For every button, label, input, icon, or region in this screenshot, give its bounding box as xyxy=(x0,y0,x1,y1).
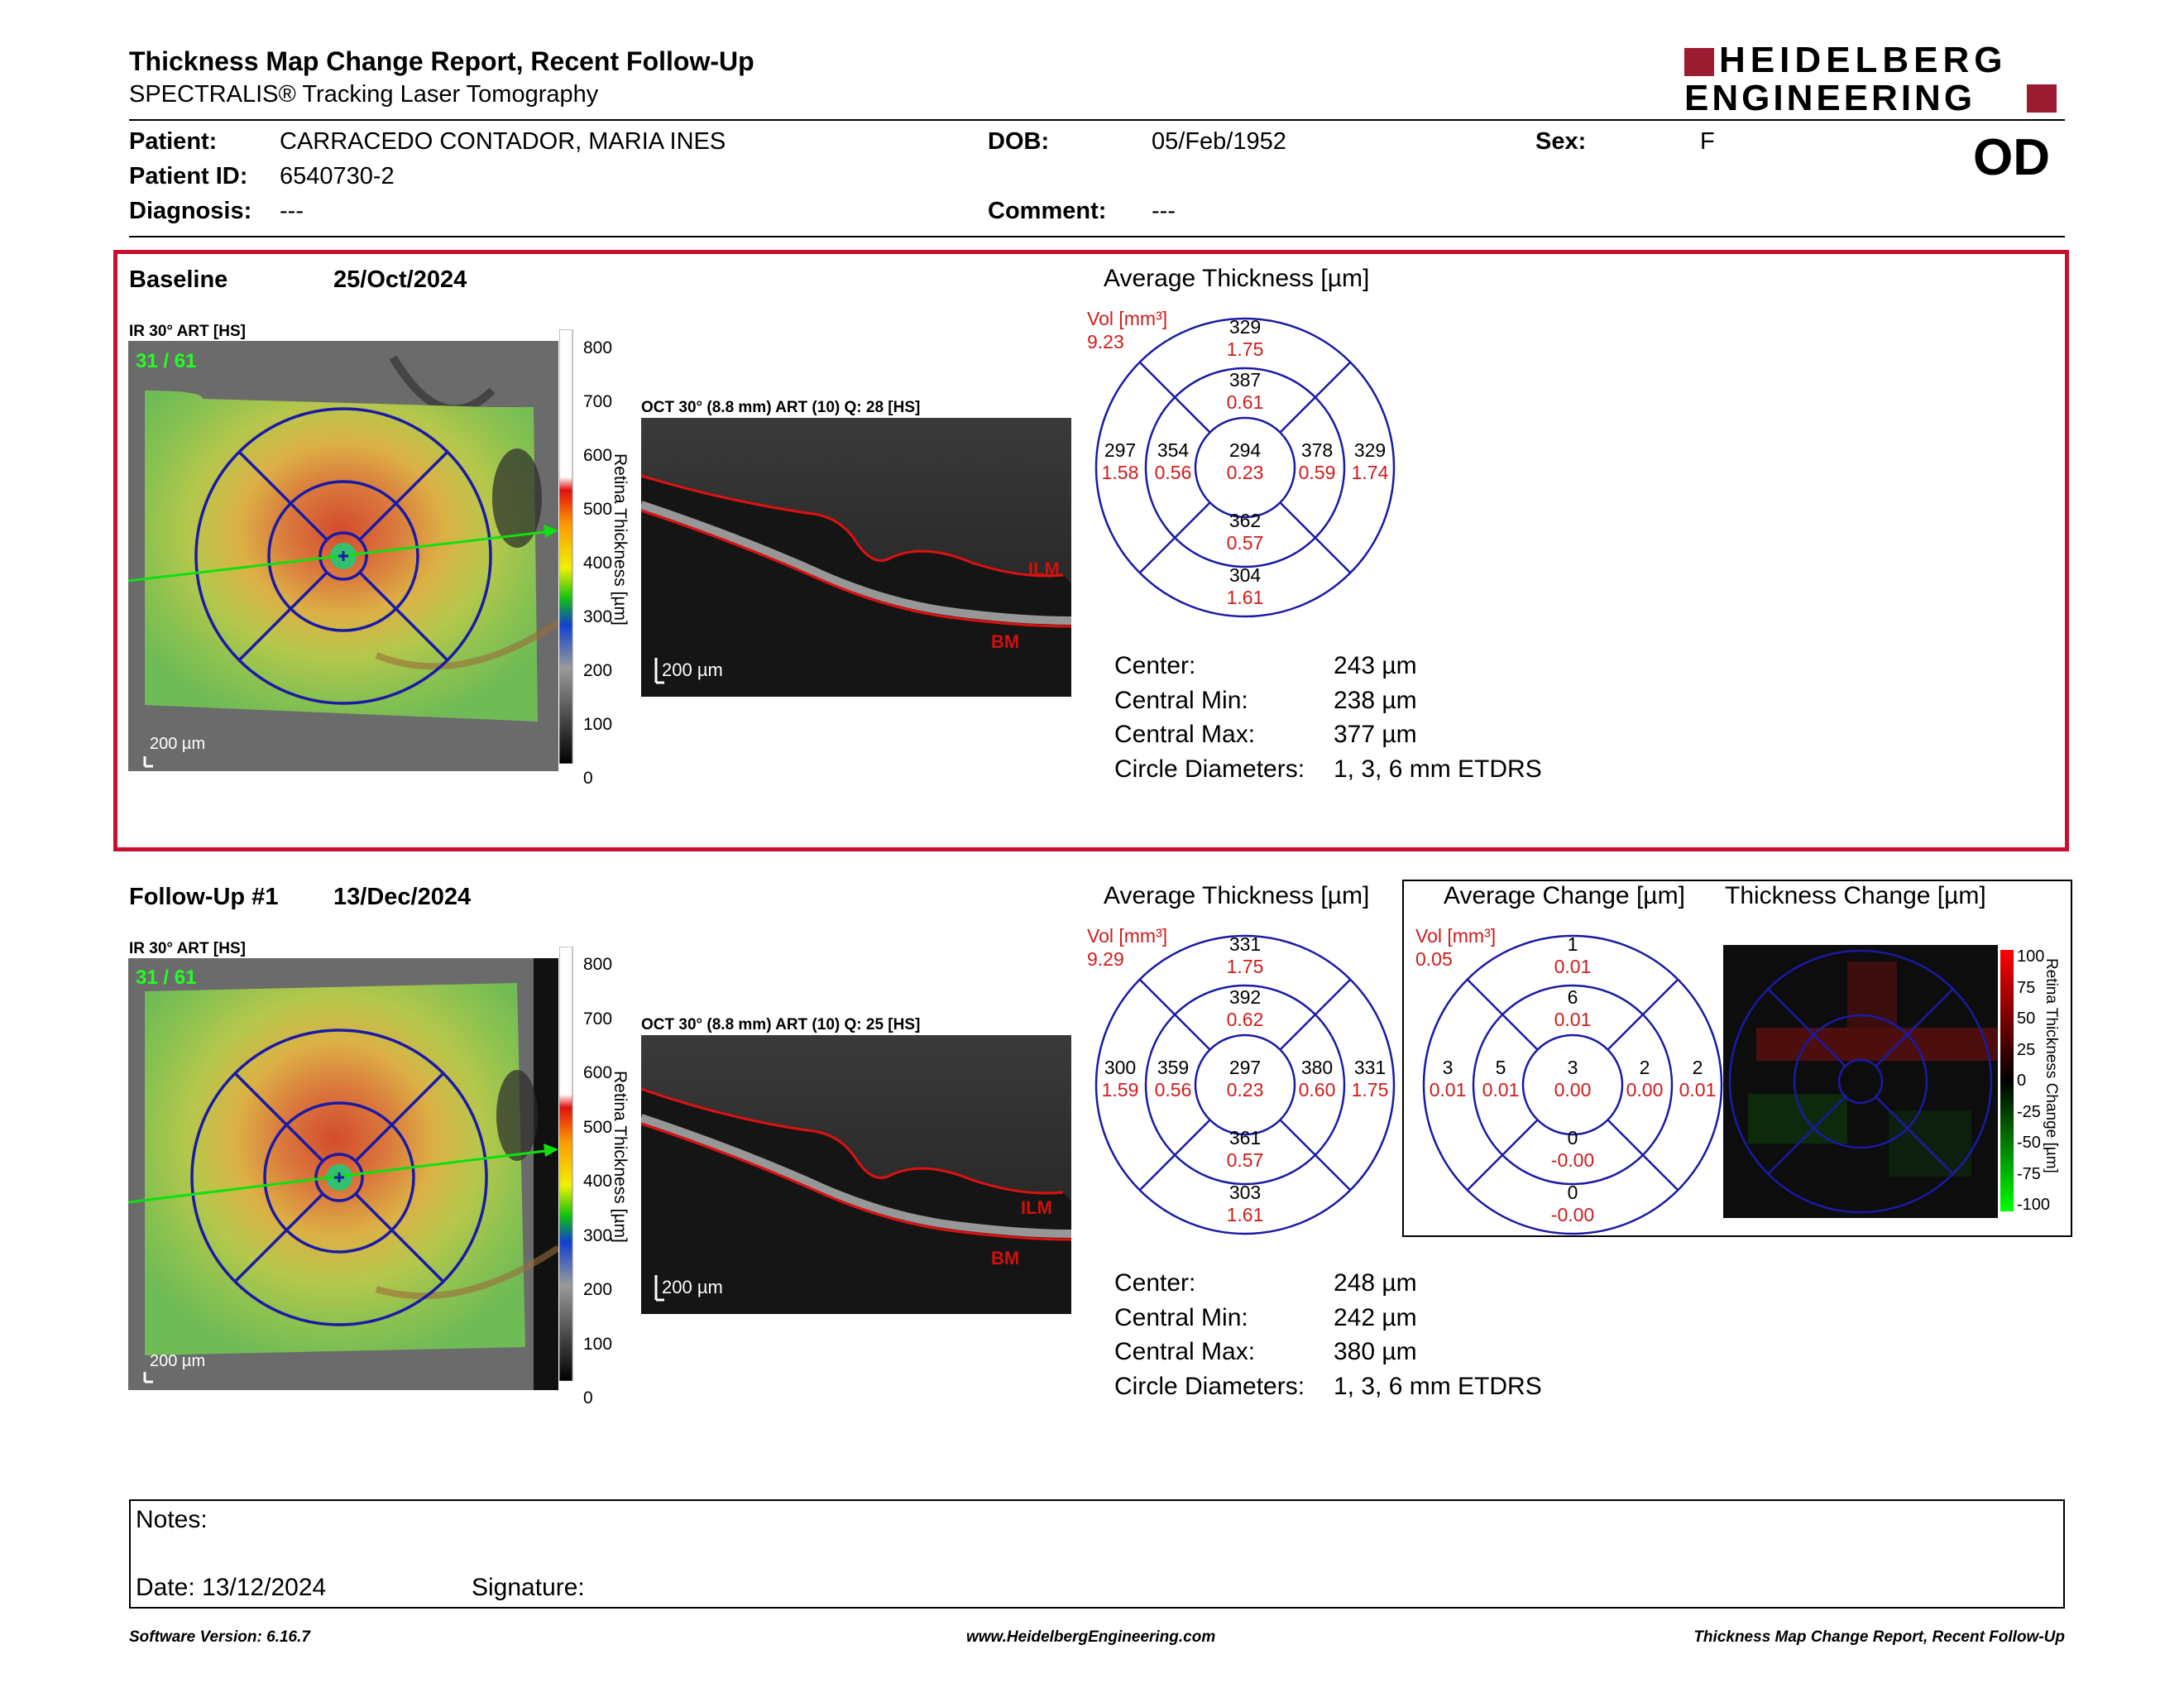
ir-label: IR 30° ART [HS] xyxy=(129,940,246,957)
thickness-colorbar xyxy=(559,947,573,1381)
heidelberg-logo: HEIDELBERG ENGINEERING xyxy=(1684,40,2065,119)
avg-thickness-title: Average Thickness [µm] xyxy=(1104,265,1370,292)
change-colorbar-title: Retina Thickness Change [µm] xyxy=(2043,958,2060,1173)
baseline-oct-scan xyxy=(641,418,1071,697)
change-colorbar xyxy=(2000,950,2014,1211)
patient-label: Patient: xyxy=(129,128,218,155)
eye-indicator: OD xyxy=(1973,129,2050,186)
change-vol-value: 0.05 xyxy=(1415,948,1453,970)
baseline-label: Baseline xyxy=(129,266,228,293)
dob-label: DOB: xyxy=(988,128,1050,155)
colorbar-ticks: 800 700 600 500 400 300 200 100 0 xyxy=(583,955,613,1407)
footer-report-title: Thickness Map Change Report, Recent Foll… xyxy=(1693,1628,2065,1646)
vol-value: 9.29 xyxy=(1087,948,1124,970)
followup-label: Follow-Up #1 xyxy=(129,884,279,910)
comment-value: --- xyxy=(1152,198,1176,224)
report-title: Thickness Map Change Report, Recent Foll… xyxy=(129,46,754,76)
signature-label: Signature: xyxy=(472,1574,585,1601)
dob-value: 05/Feb/1952 xyxy=(1152,128,1286,155)
followup-stats-values: 248 µm 242 µm 380 µm 1, 3, 6 mm ETDRS xyxy=(1334,1269,1542,1400)
thickness-colorbar xyxy=(559,329,573,764)
change-colorbar-ticks: 100 75 50 25 0 -25 -50 -75 -100 xyxy=(2017,947,2051,1214)
baseline-stats-values: 243 µm 238 µm 377 µm 1, 3, 6 mm ETDRS xyxy=(1334,652,1542,783)
colorbar-title: Retina Thickness [µm] xyxy=(611,453,630,626)
oct-scale-label: 200 µm xyxy=(662,659,723,680)
followup-date: 13/Dec/2024 xyxy=(333,884,472,910)
baseline-stats-labels: Center: Central Min: Central Max: Circle D… xyxy=(1114,652,1305,783)
diagnosis-value: --- xyxy=(280,198,304,224)
patient-name: CARRACEDO CONTADOR, MARIA INES xyxy=(280,128,726,155)
comment-label: Comment: xyxy=(988,198,1107,224)
vol-label: Vol [mm³] xyxy=(1087,308,1168,329)
oct-label: OCT 30° (8.8 mm) ART (10) Q: 25 [HS] xyxy=(641,1016,921,1033)
notes-label: Notes: xyxy=(136,1506,208,1533)
baseline-frame xyxy=(113,250,2069,851)
followup-etdrs-grid xyxy=(1094,934,1396,1235)
oct-scale-label: 200 µm xyxy=(662,1277,723,1297)
bm-label: BM xyxy=(991,631,1020,652)
sex-label: Sex: xyxy=(1535,128,1587,155)
bm-label: BM xyxy=(991,1248,1020,1268)
website-link[interactable]: www.HeidelbergEngineering.com xyxy=(966,1628,1216,1646)
diagnosis-label: Diagnosis: xyxy=(129,198,252,224)
change-panel xyxy=(1402,880,2072,1237)
followup-grid-values: 331 1.75 392 0.62 300 1.59 359 0.56 297 0.23 … xyxy=(1101,933,1389,1225)
followup-stats-labels: Center: Central Min: Central Max: Circle D… xyxy=(1114,1269,1305,1400)
scan-counter: 31 / 61 xyxy=(136,966,197,989)
patient-id: 6540730-2 xyxy=(280,163,395,189)
scale-label: 200 µm xyxy=(150,735,206,753)
report-subtitle: SPECTRALIS® Tracking Laser Tomography xyxy=(129,81,599,108)
ilm-label: ILM xyxy=(1021,1197,1052,1218)
avg-thickness-title: Average Thickness [µm] xyxy=(1104,882,1370,909)
baseline-grid-values: 329 1.75 387 0.61 297 1.58 354 0.56 294 0.23 … xyxy=(1101,316,1389,608)
oct-label: OCT 30° (8.8 mm) ART (10) Q: 28 [HS] xyxy=(641,399,921,416)
vol-value: 9.23 xyxy=(1087,331,1124,352)
colorbar-title: Retina Thickness [µm] xyxy=(611,1071,630,1243)
followup-oct-scan xyxy=(641,1035,1071,1314)
change-vol-label: Vol [mm³] xyxy=(1415,925,1497,947)
thickness-change-map xyxy=(1723,945,1998,1218)
scale-label: 200 µm xyxy=(150,1352,206,1370)
ilm-label: ILM xyxy=(1028,559,1060,579)
notes-box[interactable] xyxy=(129,1499,2065,1609)
baseline-etdrs-grid xyxy=(1094,317,1396,618)
sex-value: F xyxy=(1700,128,1715,155)
vol-label: Vol [mm³] xyxy=(1087,925,1168,947)
baseline-thickness-map xyxy=(128,341,558,771)
followup-thickness-map xyxy=(128,958,558,1390)
thickness-change-title: Thickness Change [µm] xyxy=(1725,882,1986,909)
change-grid-values: 1 0.01 6 0.01 3 0.01 5 0.01 3 0.00 2 0.00 2 0.0… xyxy=(1429,933,1717,1225)
software-version: Software Version: 6.16.7 xyxy=(129,1628,310,1646)
notes-date: Date: 13/12/2024 xyxy=(136,1574,327,1601)
change-etdrs-grid xyxy=(1422,934,1723,1235)
colorbar-ticks: 800 700 600 500 400 300 200 100 0 xyxy=(583,338,613,788)
baseline-date: 25/Oct/2024 xyxy=(333,266,467,293)
scan-counter: 31 / 61 xyxy=(136,350,197,372)
ir-label: IR 30° ART [HS] xyxy=(129,323,246,340)
avg-change-title: Average Change [µm] xyxy=(1444,882,1685,909)
patient-id-label: Patient ID: xyxy=(129,163,248,189)
